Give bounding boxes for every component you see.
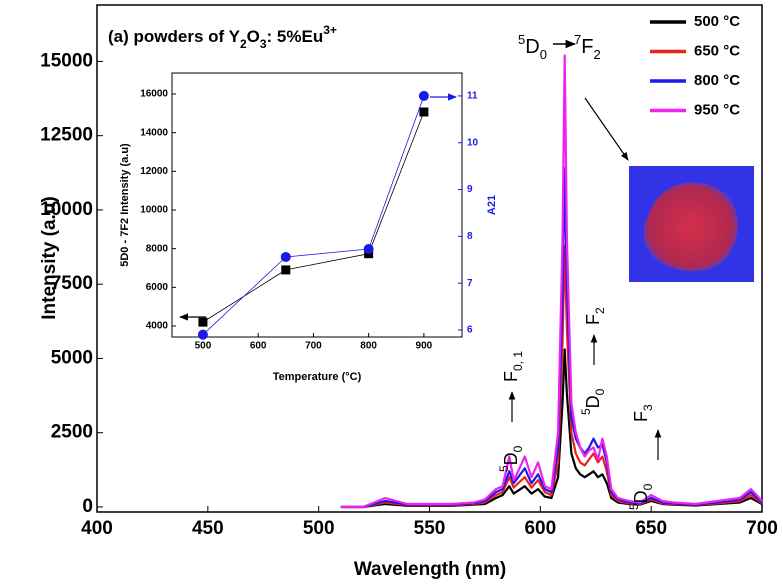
y-tick-label: 8000 [146, 243, 169, 254]
y2-tick-label: 6 [467, 325, 473, 336]
label-part: D [583, 395, 603, 408]
point [280, 251, 291, 262]
x-tick-label: 700 [305, 341, 322, 352]
legend-label: 500 °C [694, 13, 740, 30]
label-part: 5 [497, 465, 511, 472]
y-tick-label: 12500 [40, 125, 93, 146]
title-part: 2 [240, 37, 247, 51]
photo-arrow [584, 97, 629, 161]
label-part: F [583, 314, 603, 325]
inset-x-title: Temperature (°C) [273, 371, 362, 383]
y2-tick-label: 7 [467, 278, 473, 289]
powder-image [643, 182, 738, 272]
point [363, 244, 374, 254]
x-tick-label: 900 [416, 341, 433, 352]
label-part: F [501, 371, 521, 382]
x-tick-label: 700 [746, 518, 778, 539]
svg-text:F2: F2 [583, 307, 607, 325]
peak-label: 5D0 F0, 1 [497, 351, 525, 472]
y-tick-label: 14000 [140, 127, 168, 138]
y-tick-label: 15000 [40, 50, 93, 71]
y-tick-label: 12000 [140, 166, 168, 177]
y-axis-title: Intensity (a.u) [39, 196, 60, 320]
y-tick-label: 4000 [146, 321, 169, 332]
label-part: 2 [593, 47, 600, 62]
inset-y-title: 5D0 - 7F2 Intensity (a.u) [119, 143, 131, 267]
x-tick-label: 400 [81, 518, 113, 539]
legend-label: 800 °C [694, 72, 740, 89]
y2-tick-label: 9 [467, 184, 473, 195]
y2-tick-label: 10 [467, 137, 479, 148]
x-axis-title: Wavelength (nm) [354, 559, 506, 580]
y-tick-label: 7500 [51, 273, 93, 294]
x-tick-label: 650 [635, 518, 667, 539]
y-tick-label: 6000 [146, 282, 169, 293]
main-layer: 400 450 500 550 600 650 7000250050007500100001… [40, 13, 778, 539]
point [419, 107, 429, 117]
svg-text:F0, 1: F0, 1 [501, 351, 525, 382]
title-part: (a) powders of Y [108, 27, 241, 46]
peak-label: 5D0 [518, 32, 547, 62]
y2-tick-label: 11 [467, 91, 478, 102]
y-tick-label: 10000 [140, 205, 168, 216]
x-tick-label: 800 [360, 341, 377, 352]
label-part: 3 [641, 404, 655, 411]
y-tick-label: 16000 [140, 89, 168, 100]
label-part: 0 [511, 445, 525, 452]
x-tick-label: 600 [250, 341, 267, 352]
label-part: 0, 1 [511, 351, 525, 371]
label-part: F [581, 36, 593, 58]
series-line [340, 244, 763, 509]
svg-text:F3: F3 [631, 404, 655, 422]
legend-label: 950 °C [694, 101, 740, 118]
y-tick-label: 0 [82, 496, 93, 517]
label-part: 5 [579, 408, 593, 415]
label-part: 5 [518, 32, 525, 47]
x-tick-label: 500 [195, 341, 212, 352]
label-part: F [631, 411, 651, 422]
label-part: 5 [627, 503, 641, 510]
series-line [340, 167, 763, 509]
x-tick-label: 450 [192, 518, 224, 539]
label-part: D [525, 36, 539, 58]
y-tick-label: 5000 [51, 347, 93, 368]
title-part: : 5%Eu [267, 27, 324, 46]
point [418, 90, 429, 101]
title-part: 3+ [323, 23, 337, 37]
y-tick-label: 10000 [40, 199, 93, 220]
label-part: 0 [641, 483, 655, 490]
svg-text:5D0: 5D0 [497, 445, 525, 472]
x-tick-label: 500 [303, 518, 335, 539]
svg-text:5D0: 5D0 [627, 483, 655, 510]
chart-title: (a) powders of Y2O3: 5%Eu3+ [108, 23, 337, 51]
x-tick-label: 600 [524, 518, 556, 539]
title-part: 3 [260, 37, 267, 51]
title-part: O [247, 27, 260, 46]
svg-text:5D0: 5D0 [579, 388, 607, 415]
point [197, 329, 208, 340]
label-part: 2 [593, 307, 607, 314]
inset-frame [171, 72, 463, 338]
label-part: D [631, 490, 651, 503]
series-line [340, 348, 763, 509]
label-part: 7 [574, 32, 581, 47]
label-part: 0 [593, 388, 607, 395]
series-line [202, 95, 425, 335]
inset-y2-title: A21 [486, 195, 498, 215]
peak-label: 5D0 F3 [627, 404, 662, 510]
y2-tick-label: 8 [467, 231, 473, 242]
inset-layer: 500 600 700 800 900 4000 6000 8000 10000 12000 140… [140, 89, 478, 352]
legend-label: 650 °C [694, 42, 740, 59]
point [281, 265, 291, 275]
label-part: 0 [540, 47, 547, 62]
peak-label: 5D0 F2 [579, 307, 607, 415]
point [198, 317, 208, 327]
peak-label: 7F2 [574, 32, 601, 62]
series-line [340, 54, 763, 509]
y-tick-label: 2500 [51, 422, 93, 443]
label-part: D [501, 452, 521, 465]
x-tick-label: 550 [414, 518, 446, 539]
